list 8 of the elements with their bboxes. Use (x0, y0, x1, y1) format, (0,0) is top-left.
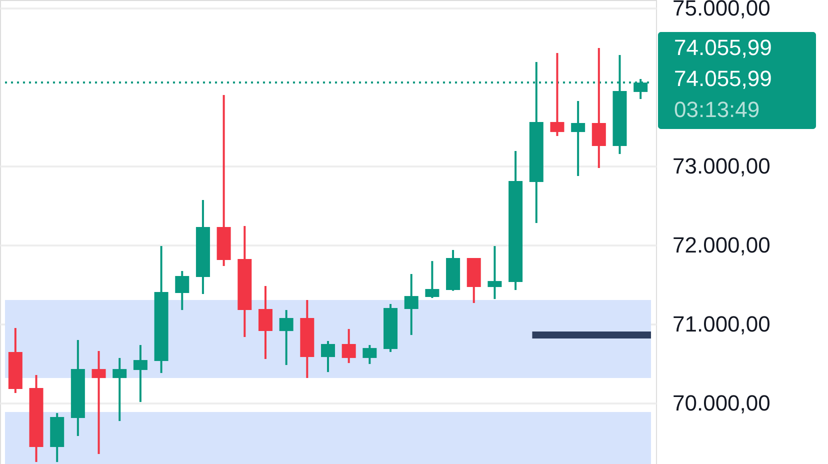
y-tick-label: 71.000,00 (672, 312, 770, 336)
y-tick-label: 72.000,00 (672, 232, 770, 258)
y-tick-label: 73.000,00 (672, 153, 770, 178)
text: 03:13:49 (674, 97, 760, 122)
y-tick-label: 75.000,00 (672, 0, 770, 20)
ref-line-label: 74.055,99 (674, 35, 772, 60)
y-tick-label: 70.000,00 (672, 390, 770, 416)
text: 74.055,99 (674, 66, 772, 91)
